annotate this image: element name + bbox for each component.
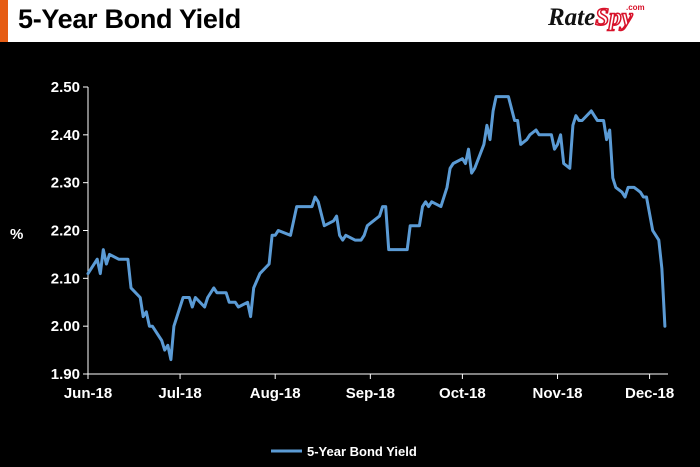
x-axis-ticks: Jun-18 Jul-18 Aug-18 Sep-18 Oct-18 Nov-18 Dec-… — [64, 374, 674, 402]
x-tick-label: Dec-18 — [625, 385, 674, 402]
logo-text-com: .com — [626, 3, 645, 12]
x-tick-label: Jun-18 — [64, 385, 112, 402]
y-axis-ticks: 1.90 2.00 2.10 2.20 2.30 2.40 2.50 — [51, 79, 88, 383]
legend-label: 5-Year Bond Yield — [307, 444, 417, 459]
legend: 5-Year Bond Yield — [271, 444, 417, 459]
x-tick-label: Jul-18 — [158, 385, 201, 402]
y-tick-label: 1.90 — [51, 366, 80, 383]
logo-text-rate: Rate — [548, 4, 596, 31]
y-tick-label: 2.10 — [51, 270, 80, 287]
x-tick-label: Oct-18 — [439, 385, 486, 402]
series-group — [86, 95, 667, 362]
y-tick-label: 2.20 — [51, 223, 80, 240]
y-axis-label: % — [10, 226, 23, 243]
x-tick-label: Aug-18 — [250, 385, 301, 402]
logo-text-spy: Spy — [594, 3, 633, 32]
y-tick-label: 2.40 — [51, 127, 80, 144]
line-chart: 1.90 2.00 2.10 2.20 2.30 2.40 2.50 Jun-18 Jul-1… — [10, 79, 674, 459]
y-tick-label: 2.00 — [51, 318, 80, 335]
x-tick-label: Nov-18 — [533, 385, 583, 402]
header-accent-bar — [0, 0, 8, 42]
chart-header: 5-Year Bond Yield RateSpy .com — [0, 0, 700, 42]
y-tick-label: 2.50 — [51, 79, 80, 96]
series-line — [86, 95, 667, 362]
y-tick-label: 2.30 — [51, 175, 80, 192]
ratespy-logo: RateSpy .com — [548, 3, 645, 38]
chart-axes — [87, 87, 668, 375]
chart-title: 5-Year Bond Yield — [18, 4, 241, 34]
x-tick-label: Sep-18 — [346, 385, 395, 402]
